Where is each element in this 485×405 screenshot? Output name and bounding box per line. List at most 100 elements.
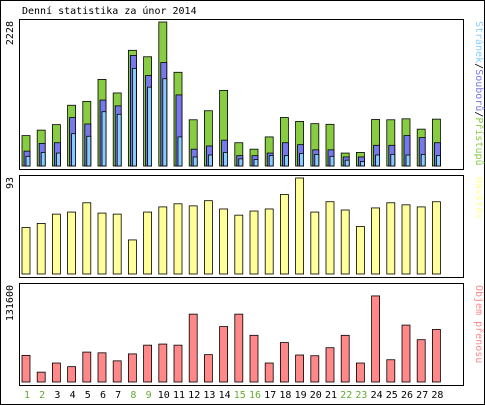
bar-Stránek-9 xyxy=(147,86,153,167)
bar-Stránek-10 xyxy=(162,78,168,167)
bar-Návštěv-11 xyxy=(173,203,183,275)
bar-Objem přenosu-9 xyxy=(143,344,153,383)
bar-Návštěv-24 xyxy=(371,207,381,275)
bar-Návštěv-4 xyxy=(67,211,76,275)
bar-Stránek-17 xyxy=(268,155,274,167)
bar-Návštěv-25 xyxy=(386,202,396,275)
bar-Stránek-14 xyxy=(223,152,229,167)
day-label-3: 3 xyxy=(54,390,60,401)
bar-Stránek-18 xyxy=(283,155,289,167)
bar-Objem přenosu-6 xyxy=(97,352,107,383)
bar-Objem přenosu-2 xyxy=(36,371,46,383)
day-label-14: 14 xyxy=(219,390,231,401)
legend: Stránek/Souborů/Přístupů xyxy=(473,21,485,166)
bar-Objem přenosu-12 xyxy=(188,313,198,383)
bar-Objem přenosu-4 xyxy=(67,366,76,383)
bar-Objem přenosu-21 xyxy=(325,347,335,383)
bar-Návštěv-26 xyxy=(401,204,411,275)
legend-entry: Přístupů xyxy=(473,117,485,165)
bar-Návštěv-23 xyxy=(355,226,365,275)
bar-Objem přenosu-24 xyxy=(371,295,381,383)
bar-Objem přenosu-8 xyxy=(127,353,137,383)
bar-Návštěv-27 xyxy=(416,206,426,275)
legend-entry: Objem přenosu xyxy=(473,285,485,363)
bar-Stránek-28 xyxy=(435,155,441,167)
day-label-10: 10 xyxy=(158,390,170,401)
bar-Stránek-22 xyxy=(344,159,350,167)
y-max-label: 2228 xyxy=(5,21,16,45)
y-max-label: 131600 xyxy=(5,285,16,321)
day-label-28: 28 xyxy=(431,390,443,401)
legend-separator: / xyxy=(473,111,484,117)
bar-Stránek-8 xyxy=(131,68,137,167)
bar-Objem přenosu-15 xyxy=(234,313,244,383)
bar-Návštěv-10 xyxy=(158,206,168,275)
bar-Návštěv-2 xyxy=(36,223,46,275)
bar-Stránek-19 xyxy=(299,152,305,167)
bar-Stránek-27 xyxy=(420,153,426,167)
bar-Návštěv-7 xyxy=(112,213,122,275)
bar-Stránek-7 xyxy=(116,113,122,167)
bar-Návštěv-15 xyxy=(234,214,244,275)
day-label-26: 26 xyxy=(401,390,413,401)
day-label-25: 25 xyxy=(386,390,398,401)
bar-Stránek-3 xyxy=(56,152,61,167)
day-label-19: 19 xyxy=(295,390,307,401)
bar-Stránek-11 xyxy=(177,136,183,167)
bar-Návštěv-13 xyxy=(203,200,213,275)
bar-Objem přenosu-22 xyxy=(340,334,350,383)
legend-separator: / xyxy=(473,63,484,69)
bar-Objem přenosu-27 xyxy=(416,339,426,383)
bar-Stránek-20 xyxy=(314,153,320,167)
bar-Návštěv-20 xyxy=(310,211,320,275)
day-label-13: 13 xyxy=(203,390,215,401)
bar-Objem přenosu-13 xyxy=(203,354,213,383)
bar-Objem přenosu-1 xyxy=(21,354,31,383)
bar-Objem přenosu-17 xyxy=(264,362,274,383)
day-label-15: 15 xyxy=(234,390,246,401)
panel-frame xyxy=(19,283,464,386)
bar-Stránek-23 xyxy=(359,161,365,167)
bar-Stránek-5 xyxy=(86,135,92,167)
day-label-4: 4 xyxy=(70,390,76,401)
day-label-5: 5 xyxy=(85,390,91,401)
day-label-6: 6 xyxy=(100,390,106,401)
day-label-27: 27 xyxy=(416,390,428,401)
bar-Stránek-1 xyxy=(25,155,31,167)
bar-Objem přenosu-14 xyxy=(219,326,229,383)
bar-Návštěv-18 xyxy=(279,194,289,275)
day-label-8: 8 xyxy=(130,390,136,401)
legend: Návštěv xyxy=(473,177,485,219)
bar-Návštěv-19 xyxy=(295,177,305,275)
bar-Návštěv-5 xyxy=(82,202,92,275)
bar-Návštěv-17 xyxy=(264,208,274,275)
day-labels: 1 2 3 4 5 6 7 8 9 10 11 12 13 14 15 16 17 18 19 20 21 22 23 24 2… xyxy=(24,390,443,401)
bar-Stránek-6 xyxy=(101,111,107,167)
bar-Stránek-4 xyxy=(71,133,76,167)
bar-Návštěv-3 xyxy=(52,213,61,275)
bar-Objem přenosu-3 xyxy=(52,362,61,383)
bar-Stránek-15 xyxy=(238,158,244,167)
day-label-11: 11 xyxy=(173,390,185,401)
bar-Objem přenosu-16 xyxy=(249,334,259,383)
bar-Stránek-2 xyxy=(40,152,46,167)
bar-Stránek-16 xyxy=(253,159,259,167)
bar-Objem přenosu-18 xyxy=(279,342,289,383)
day-label-12: 12 xyxy=(188,390,200,401)
day-label-22: 22 xyxy=(340,390,352,401)
bar-Stránek-25 xyxy=(390,153,396,167)
day-label-18: 18 xyxy=(279,390,291,401)
bar-Návštěv-21 xyxy=(325,201,335,275)
bar-Návštěv-6 xyxy=(97,212,107,275)
day-label-24: 24 xyxy=(371,390,383,401)
bar-Objem přenosu-7 xyxy=(112,360,122,383)
legend-entry: Souborů xyxy=(473,69,485,111)
bar-Objem přenosu-25 xyxy=(386,359,396,383)
day-label-9: 9 xyxy=(146,390,152,401)
bar-Návštěv-16 xyxy=(249,210,259,275)
day-label-1: 1 xyxy=(24,390,30,401)
day-label-21: 21 xyxy=(325,390,337,401)
bar-Návštěv-12 xyxy=(188,205,198,275)
